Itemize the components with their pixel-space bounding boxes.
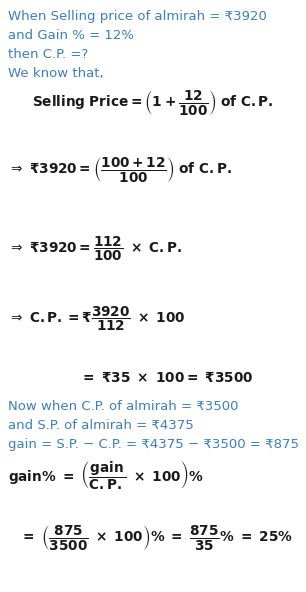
Text: $\mathbf{gain\%\ =\ \left(\dfrac{gain}{C.P.}\ \times\ 100\right)\%}$: $\mathbf{gain\%\ =\ \left(\dfrac{gain}{C… bbox=[8, 460, 204, 493]
Text: $\mathbf{Selling\ Price = \left(1 + \dfrac{12}{100}\right)\ of\ C.P.}$: $\mathbf{Selling\ Price = \left(1 + \dfr… bbox=[32, 88, 274, 117]
Text: When Selling price of almirah = ₹3920: When Selling price of almirah = ₹3920 bbox=[8, 10, 267, 23]
Text: $\Rightarrow\ \mathbf{C.P. = ₹\dfrac{3920}{112}\ \times\ 100}$: $\Rightarrow\ \mathbf{C.P. = ₹\dfrac{392… bbox=[8, 305, 186, 333]
Text: $\mathbf{=\ \left(\dfrac{875}{3500}\ \times\ 100\right)\%\ =\ \dfrac{875}{35}\%\: $\mathbf{=\ \left(\dfrac{875}{3500}\ \ti… bbox=[20, 523, 293, 552]
Text: gain = S.P. − C.P. = ₹4375 − ₹3500 = ₹875: gain = S.P. − C.P. = ₹4375 − ₹3500 = ₹87… bbox=[8, 438, 299, 451]
Text: $\Rightarrow\ \mathbf{₹3920 = \dfrac{112}{100}\ \times\ C.P.}$: $\Rightarrow\ \mathbf{₹3920 = \dfrac{112… bbox=[8, 235, 182, 263]
Text: then C.P. =?: then C.P. =? bbox=[8, 48, 88, 61]
Text: and S.P. of almirah = ₹4375: and S.P. of almirah = ₹4375 bbox=[8, 419, 194, 432]
Text: and Gain % = 12%: and Gain % = 12% bbox=[8, 29, 134, 42]
Text: $\mathbf{=\ ₹35\ \times\ 100=\ ₹3500}$: $\mathbf{=\ ₹35\ \times\ 100=\ ₹3500}$ bbox=[80, 370, 253, 385]
Text: We know that,: We know that, bbox=[8, 67, 104, 80]
Text: $\Rightarrow\ \mathbf{₹3920 = \left(\dfrac{100+12}{100}\right)\ of\ C.P.}$: $\Rightarrow\ \mathbf{₹3920 = \left(\dfr… bbox=[8, 155, 232, 184]
Text: Now when C.P. of almirah = ₹3500: Now when C.P. of almirah = ₹3500 bbox=[8, 400, 238, 413]
